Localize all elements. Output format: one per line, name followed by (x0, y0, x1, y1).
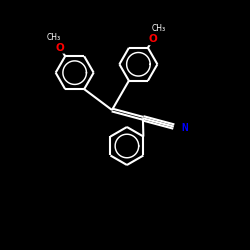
Text: CH₃: CH₃ (152, 24, 166, 33)
Text: O: O (56, 42, 64, 52)
Text: N: N (182, 123, 188, 133)
Text: CH₃: CH₃ (47, 33, 61, 42)
Text: O: O (148, 34, 157, 44)
